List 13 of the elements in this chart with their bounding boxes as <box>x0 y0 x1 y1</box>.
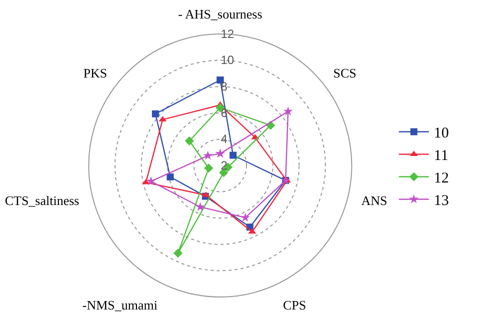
spoke-label: ANS <box>361 193 388 208</box>
legend-label: 10 <box>434 126 449 142</box>
spoke-label: -NMS_umami <box>82 297 158 312</box>
y-tick-label: 10 <box>220 53 234 68</box>
spoke-label: PKS <box>83 65 108 80</box>
y-tick-label: 4 <box>220 132 228 146</box>
legend-label: 13 <box>434 193 449 210</box>
spoke-label: CTS_saltiness <box>4 193 80 208</box>
legend-label: 11 <box>434 148 448 164</box>
legend-label: 12 <box>434 170 449 187</box>
spoke-label: - AHS_sourness <box>178 6 262 22</box>
spoke-label: SCS <box>333 65 356 80</box>
spoke-label: CPS <box>282 297 306 312</box>
